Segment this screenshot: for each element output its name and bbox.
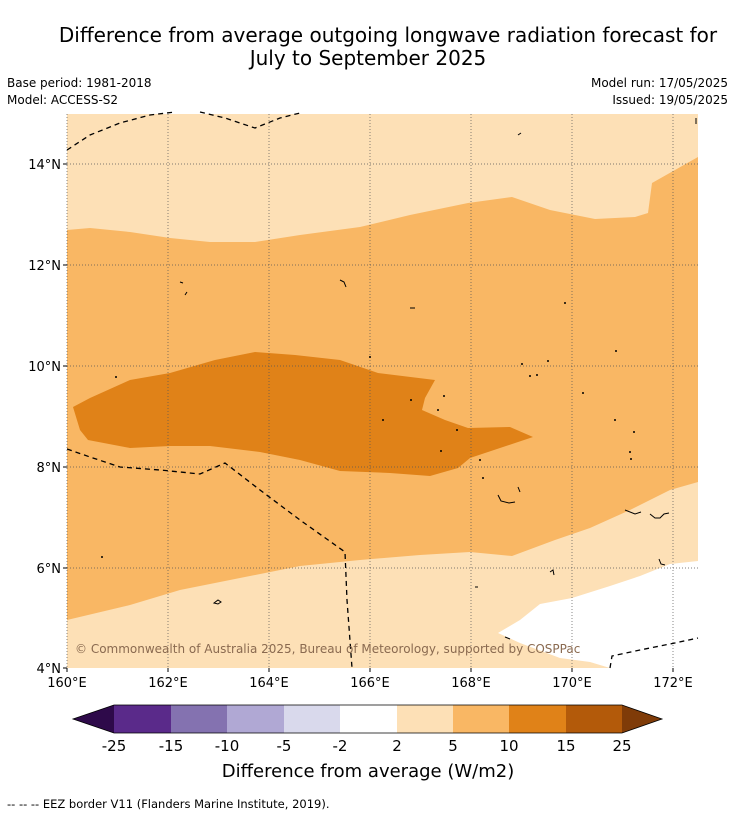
lon-label: 172°E — [653, 676, 693, 691]
model-label: Model: ACCESS-S2 — [7, 93, 119, 107]
islands — [179, 118, 697, 640]
colorbar-max-arrow — [622, 705, 662, 733]
colorbar-tick: -15 — [159, 737, 184, 755]
colorbar-tick: 5 — [448, 737, 458, 755]
map-gridlines — [66, 114, 698, 668]
colorbar-tick: 10 — [499, 737, 518, 755]
colorbar-title: Difference from average (W/m2) — [221, 761, 515, 782]
band-10-15 — [73, 352, 533, 476]
island-dots — [101, 302, 635, 558]
model-run-label: Model run: 17/05/2025 — [590, 76, 728, 90]
colorbar-tick: -25 — [102, 737, 127, 755]
lat-label: 12°N — [28, 259, 61, 274]
band-neutral — [498, 561, 698, 668]
colorbar-tick: 15 — [556, 737, 575, 755]
colorbar-segment — [284, 705, 340, 733]
issued-label: Issued: 19/05/2025 — [612, 93, 728, 107]
colorbar-segment — [397, 705, 453, 733]
lat-label: 4°N — [37, 662, 62, 677]
lon-label: 160°E — [47, 676, 87, 691]
lon-label: 164°E — [249, 676, 289, 691]
colorbar: -25 -15 -10 -5 -2 2 5 10 15 25 — [71, 704, 664, 755]
lat-label: 10°N — [28, 360, 61, 375]
colorbar-ticks: -25 -15 -10 -5 -2 2 5 10 15 25 — [102, 737, 632, 755]
colorbar-segment — [227, 705, 284, 733]
colorbar-segment — [340, 705, 397, 733]
colorbar-tick: -10 — [215, 737, 240, 755]
lon-axis: 160°E 162°E 164°E 166°E 168°E 170°E 172°… — [47, 668, 693, 691]
colorbar-segment — [453, 705, 509, 733]
lat-label: 8°N — [37, 461, 62, 476]
colorbar-segment — [566, 705, 622, 733]
colorbar-segment — [171, 705, 227, 733]
lat-label: 6°N — [37, 562, 62, 577]
colorbar-tick: -2 — [333, 737, 348, 755]
eez-borders — [66, 111, 699, 669]
eez-footnote: -- -- -- EEZ border V11 (Flanders Marine… — [7, 797, 330, 811]
colorbar-tick: -5 — [277, 737, 292, 755]
colorbar-segment — [509, 705, 566, 733]
colorbar-tick: 2 — [392, 737, 402, 755]
colorbar-tick: 25 — [612, 737, 631, 755]
lat-label: 14°N — [28, 158, 61, 173]
lon-label: 166°E — [350, 676, 390, 691]
lon-label: 170°E — [552, 676, 592, 691]
map-fill-layers — [67, 114, 698, 668]
map-title-line2: July to September 2025 — [249, 46, 487, 70]
base-period-label: Base period: 1981-2018 — [7, 76, 152, 90]
lon-label: 168°E — [451, 676, 491, 691]
colorbar-segment — [114, 705, 171, 733]
lon-label: 162°E — [148, 676, 188, 691]
map-title-line1: Difference from average outgoing longwav… — [58, 23, 718, 47]
copyright-text: © Commonwealth of Australia 2025, Bureau… — [75, 642, 580, 656]
lat-axis: 4°N 6°N 8°N 10°N 12°N 14°N — [28, 158, 67, 677]
colorbar-min-arrow — [73, 705, 114, 733]
